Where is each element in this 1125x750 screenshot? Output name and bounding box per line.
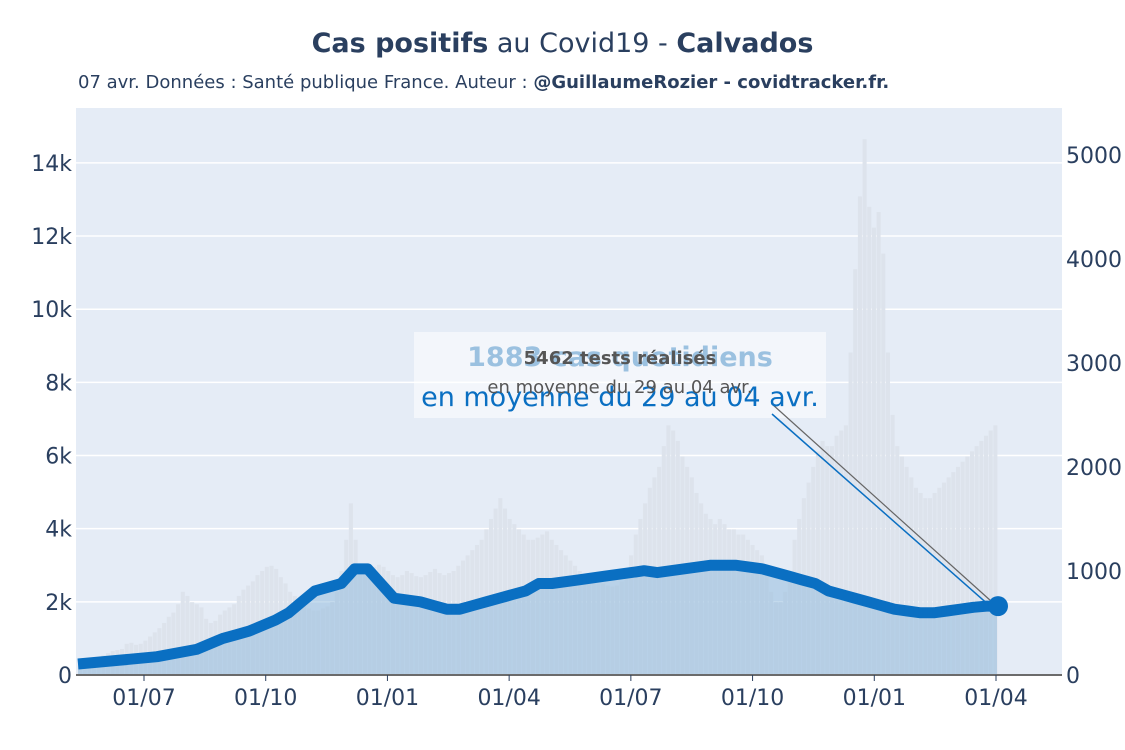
tests-bar (857, 196, 862, 675)
y-right-tick: 4000 (1066, 248, 1122, 273)
y-left-tick: 6k (45, 445, 72, 470)
x-tick: 01/07 (599, 686, 662, 711)
tests-annotation-sub: en moyenne du 29 au 04 avr. (487, 377, 752, 398)
tests-bar (180, 591, 185, 675)
x-tick: 01/01 (356, 686, 419, 711)
tests-bar (993, 425, 998, 675)
chart-subtitle: 07 avr. Données : Santé publique France.… (78, 72, 890, 93)
x-tick: 01/10 (234, 686, 297, 711)
y-left-tick: 8k (45, 371, 72, 396)
tests-bar (932, 492, 937, 675)
y-left-tick: 12k (31, 225, 72, 250)
annotation-arrow-tests (771, 403, 991, 601)
tests-bar (913, 487, 919, 675)
tests-bar (834, 435, 839, 675)
x-tick: 01/04 (964, 686, 1027, 711)
tests-bar (937, 487, 942, 675)
tests-bar (876, 212, 881, 676)
x-tick: 01/04 (477, 686, 540, 711)
chart-title: Cas positifs au Covid19 - Calvados (311, 28, 814, 59)
x-tick: 01/10 (721, 686, 784, 711)
annotation-box (414, 332, 826, 418)
tests-bar (895, 446, 900, 675)
tests-bar (493, 508, 498, 675)
y-left-tick: 14k (31, 152, 72, 177)
tests-bar (829, 446, 834, 675)
tests-bar (176, 604, 181, 675)
tests-bar (848, 352, 853, 675)
annotations: 1883 cas quotidiens en moyenne du 29 au … (414, 332, 991, 607)
tests-bar (825, 446, 830, 675)
y-right-tick: 5000 (1066, 144, 1122, 169)
y-right-tick: 3000 (1066, 352, 1122, 377)
y-right-tick: 0 (1066, 664, 1080, 689)
tests-bar (185, 595, 190, 675)
tests-bar (171, 612, 176, 675)
tests-bar (941, 482, 947, 675)
tests-bar (867, 206, 872, 675)
tests-bar (815, 451, 820, 675)
y-left-tick-labels: 0 2k 4k 6k 8k 10k 12k 14k (31, 152, 72, 689)
tests-bar (166, 616, 171, 675)
tests-bar (979, 440, 984, 675)
x-tick: 01/01 (843, 686, 906, 711)
y-left-tick: 2k (45, 591, 72, 616)
tests-bar (853, 269, 858, 675)
tests-bar (923, 498, 928, 675)
tests-bar (960, 461, 965, 675)
cases-annotation-main: 1883 cas quotidiens (467, 342, 773, 373)
last-point-marker (988, 596, 1008, 617)
y-left-tick: 4k (45, 518, 72, 543)
tests-bar (862, 139, 867, 676)
cases-annotation-sub: en moyenne du 29 au 04 avr. (421, 382, 819, 413)
tests-bar (498, 498, 503, 675)
tests-bar (162, 622, 167, 675)
tests-annotation-main: 5462 tests réalisés (524, 348, 717, 369)
tests-bar (839, 430, 844, 675)
tests-bar (946, 477, 951, 675)
x-tick-labels: 01/07 01/10 01/01 01/04 01/07 01/10 01/01 01/04 (112, 675, 1028, 711)
x-tick: 01/07 (112, 686, 175, 711)
y-left-tick: 10k (31, 298, 72, 323)
tests-bar (843, 425, 848, 675)
y-right-tick-labels: 0 1000 2000 3000 4000 5000 (1066, 144, 1122, 689)
tests-bar (974, 446, 979, 675)
tests-bar (885, 352, 890, 675)
tests-bar (918, 492, 923, 675)
tests-bar (675, 440, 680, 675)
tests-bar (871, 227, 876, 675)
tests-bar (983, 435, 989, 675)
tests-bar (881, 253, 886, 676)
tests-bar (194, 604, 199, 675)
tests-bar (666, 425, 671, 675)
cases-area (78, 565, 997, 675)
tests-bar (904, 466, 909, 675)
y-right-tick: 2000 (1066, 456, 1122, 481)
tests-bar (199, 607, 204, 675)
cases-line (77, 559, 997, 670)
tests-bar (671, 430, 676, 675)
tests-bar (890, 414, 895, 675)
tests-bar (965, 456, 970, 675)
tests-bar (190, 602, 195, 675)
y-left-tick: 0 (58, 664, 72, 689)
tests-bar (927, 498, 933, 675)
tests-bar (988, 430, 993, 675)
y-right-tick: 1000 (1066, 560, 1122, 585)
tests-bar (820, 440, 825, 675)
tests-bar (811, 466, 816, 675)
tests-bar (661, 446, 666, 675)
tests-bar (969, 451, 975, 675)
tests-bar (899, 456, 904, 675)
tests-bar (909, 477, 914, 675)
annotation-arrow-cases (771, 413, 991, 607)
